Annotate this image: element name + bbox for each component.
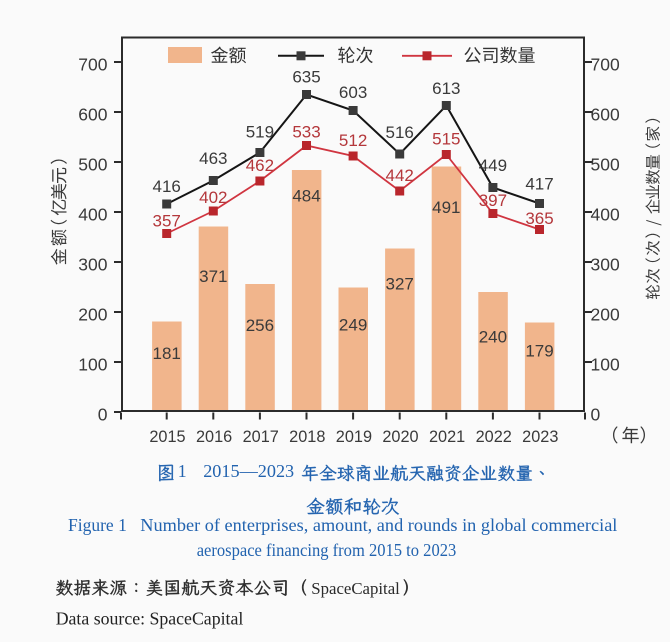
svg-text:442: 442 xyxy=(386,166,414,185)
svg-text:603: 603 xyxy=(339,83,367,102)
svg-text:181: 181 xyxy=(153,344,181,363)
svg-text:417: 417 xyxy=(525,174,553,193)
svg-text:462: 462 xyxy=(246,156,274,175)
svg-text:0: 0 xyxy=(591,405,601,425)
svg-text:2020: 2020 xyxy=(382,428,418,446)
svg-text:500: 500 xyxy=(78,155,107,175)
svg-text:2023: 2023 xyxy=(522,428,558,446)
svg-text:2015: 2015 xyxy=(149,428,185,446)
svg-text:700: 700 xyxy=(78,55,107,75)
svg-text:516: 516 xyxy=(386,123,414,142)
svg-text:2022: 2022 xyxy=(476,428,512,446)
svg-text:500: 500 xyxy=(591,155,620,175)
svg-text:100: 100 xyxy=(78,355,107,375)
svg-text:2018: 2018 xyxy=(289,428,325,446)
svg-text:2021: 2021 xyxy=(429,428,465,446)
svg-text:515: 515 xyxy=(432,129,460,148)
svg-text:600: 600 xyxy=(591,105,620,125)
svg-text:700: 700 xyxy=(591,55,620,75)
svg-text:365: 365 xyxy=(525,209,553,228)
svg-text:0: 0 xyxy=(98,405,108,425)
svg-text:aerospace financing from 2015: aerospace financing from 2015 to 2023 xyxy=(197,540,457,560)
svg-text:635: 635 xyxy=(292,68,320,87)
svg-text:519: 519 xyxy=(246,123,274,142)
svg-text:240: 240 xyxy=(479,328,507,347)
svg-text:400: 400 xyxy=(591,205,620,225)
svg-text:2019: 2019 xyxy=(336,428,372,446)
svg-text:2017: 2017 xyxy=(243,428,279,446)
svg-text:SpaceCapital: SpaceCapital xyxy=(311,579,400,598)
svg-text:533: 533 xyxy=(292,123,320,142)
svg-text:249: 249 xyxy=(339,316,367,335)
svg-text:416: 416 xyxy=(153,177,181,196)
svg-text:100: 100 xyxy=(591,355,620,375)
svg-text:449: 449 xyxy=(479,156,507,175)
svg-text:512: 512 xyxy=(339,131,367,150)
svg-text:256: 256 xyxy=(246,316,274,335)
svg-text:2016: 2016 xyxy=(196,428,232,446)
svg-text:327: 327 xyxy=(386,275,414,294)
svg-text:1: 1 xyxy=(178,461,187,481)
svg-text:300: 300 xyxy=(591,255,620,275)
svg-text:397: 397 xyxy=(479,191,507,210)
svg-text:2015—2023: 2015—2023 xyxy=(203,461,294,481)
svg-text:402: 402 xyxy=(199,188,227,207)
svg-text:200: 200 xyxy=(591,305,620,325)
svg-text:371: 371 xyxy=(199,267,227,286)
svg-text:357: 357 xyxy=(153,212,181,231)
svg-text:200: 200 xyxy=(78,305,107,325)
svg-text:400: 400 xyxy=(78,205,107,225)
svg-text:600: 600 xyxy=(78,105,107,125)
svg-text:300: 300 xyxy=(78,255,107,275)
svg-text:Number of enterprises, amount,: Number of enterprises, amount, and round… xyxy=(140,515,617,535)
svg-text:Figure 1: Figure 1 xyxy=(68,515,127,535)
svg-text:463: 463 xyxy=(199,149,227,168)
svg-text:613: 613 xyxy=(432,79,460,98)
svg-text:179: 179 xyxy=(525,341,553,360)
svg-text:484: 484 xyxy=(292,187,320,206)
svg-text:491: 491 xyxy=(432,198,460,217)
svg-text:Data source: SpaceCapital: Data source: SpaceCapital xyxy=(56,609,244,629)
